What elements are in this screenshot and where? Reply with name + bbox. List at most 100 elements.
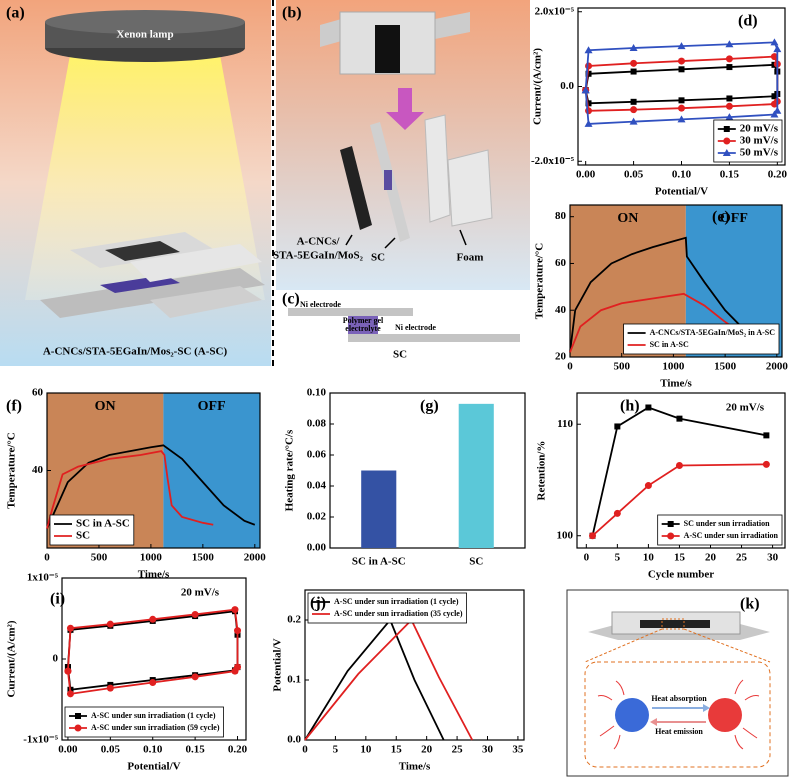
pointer <box>345 234 353 246</box>
x-tick-label: 10 <box>360 744 372 756</box>
y-tick-label: 0.08 <box>307 418 327 430</box>
legend-label: A-CNCs/STA-5EGaIn/MoS₂ in A-SC <box>650 328 776 337</box>
panel-label: (i) <box>50 591 65 608</box>
panel-label: (k) <box>740 596 760 613</box>
marker <box>66 690 74 698</box>
marker <box>725 102 733 110</box>
bar <box>458 403 494 548</box>
y-tick-label: 0.06 <box>307 449 327 461</box>
marker <box>64 667 72 675</box>
particle-cold <box>615 698 649 732</box>
region-label: ON <box>617 211 638 226</box>
legend-label: A-SC under sun irradiation <box>684 531 779 540</box>
bar <box>361 470 397 548</box>
marker <box>75 713 81 719</box>
marker <box>74 724 82 732</box>
panel-label: (d) <box>738 13 758 30</box>
marker <box>723 126 730 132</box>
marker <box>585 62 593 70</box>
x-tick-label: 1500 <box>714 361 737 373</box>
heat-rays <box>597 679 760 750</box>
marker <box>581 86 590 94</box>
x-axis-label: Potential/V <box>655 186 708 198</box>
x-axis-label: Cycle number <box>648 569 714 581</box>
legend-label: SC in A-SC <box>650 340 689 349</box>
y-axis-label: Temperature/°C <box>534 243 546 320</box>
marker <box>770 38 779 46</box>
legend-box <box>657 514 783 546</box>
y-tick-label: 60 <box>555 257 567 269</box>
process-label: Heat absorption <box>651 694 707 703</box>
axes-frame <box>569 204 783 358</box>
y-tick-label: 100 <box>557 529 574 541</box>
y-tick-label: 40 <box>32 464 44 476</box>
legend-label: A-SC under sun irradiation (35 cycle) <box>334 609 463 618</box>
panel-k: (k) Heat absorption Heat emission <box>566 589 789 777</box>
legend-label: SC in A-SC <box>76 518 130 530</box>
x-tick-label: 0.00 <box>576 169 596 181</box>
marker <box>106 620 114 628</box>
axes-frame <box>304 589 525 741</box>
marker <box>585 100 592 107</box>
foam-bottom <box>150 286 262 318</box>
marker <box>678 66 685 73</box>
legend-label: A-SC under sun irradiation (59 cycle) <box>91 723 220 732</box>
part-label: Foam <box>457 252 484 264</box>
x-tick-label: 5 <box>333 744 339 756</box>
annotation: 20 mV/s <box>181 587 220 599</box>
marker <box>770 53 778 61</box>
marker <box>613 509 621 517</box>
x-axis-label: Time/s <box>660 378 692 390</box>
panel-label: (h) <box>620 398 640 415</box>
particle-hot <box>708 698 742 732</box>
x-tick-label: 0.05 <box>101 744 121 756</box>
y-tick-label: 40 <box>555 304 567 316</box>
legend-box <box>623 323 780 355</box>
marker <box>630 68 637 75</box>
marker <box>770 100 778 108</box>
marker <box>66 624 74 632</box>
marker <box>585 70 592 77</box>
lamp-label: Xenon lamp <box>116 29 173 41</box>
legend-label: 20 mV/s <box>740 123 779 135</box>
y-tick-label: 0.1 <box>287 674 301 686</box>
electrolyte <box>348 316 378 334</box>
electrode <box>288 308 413 316</box>
region <box>163 393 260 548</box>
x-tick-label: 0.00 <box>58 744 78 756</box>
x-tick-label: 500 <box>613 361 630 373</box>
x-tick-label: 0 <box>44 552 50 564</box>
part-label: Ni electrode <box>395 323 436 332</box>
x-axis-label: Time/s <box>399 761 431 773</box>
marker <box>644 482 652 490</box>
series-line <box>46 450 214 529</box>
active-layer <box>375 25 400 73</box>
axes-frame <box>576 392 786 549</box>
part-label: Ni electrode <box>300 300 341 309</box>
x-tick-label: 20 <box>421 744 433 756</box>
marker <box>762 460 770 468</box>
marker <box>667 521 674 527</box>
panel-label: (g) <box>420 398 439 415</box>
marker <box>677 42 686 50</box>
y-tick-label: -1x10⁻⁵ <box>23 734 58 746</box>
x-tick-label: 30 <box>767 552 779 564</box>
part-label: SC <box>371 252 385 264</box>
marker <box>614 423 621 430</box>
marker <box>584 46 593 54</box>
x-tick-label: 0.05 <box>624 169 644 181</box>
y-tick-label: 110 <box>557 418 573 430</box>
x-tick-label: 1500 <box>192 552 215 564</box>
electrode <box>348 334 520 342</box>
marker <box>773 45 782 53</box>
x-tick-label: 1000 <box>140 552 163 564</box>
marker <box>678 97 685 104</box>
x-tick-label: 15 <box>391 744 403 756</box>
marker <box>763 432 770 439</box>
y-tick-label: 0.0 <box>560 80 574 92</box>
x-tick-label: SC <box>469 556 483 568</box>
x-tick-label: 0.10 <box>672 169 692 181</box>
y-axis-label: Retention/% <box>536 441 548 501</box>
legend-box <box>307 592 467 624</box>
part-label: electrolyte <box>345 324 381 333</box>
